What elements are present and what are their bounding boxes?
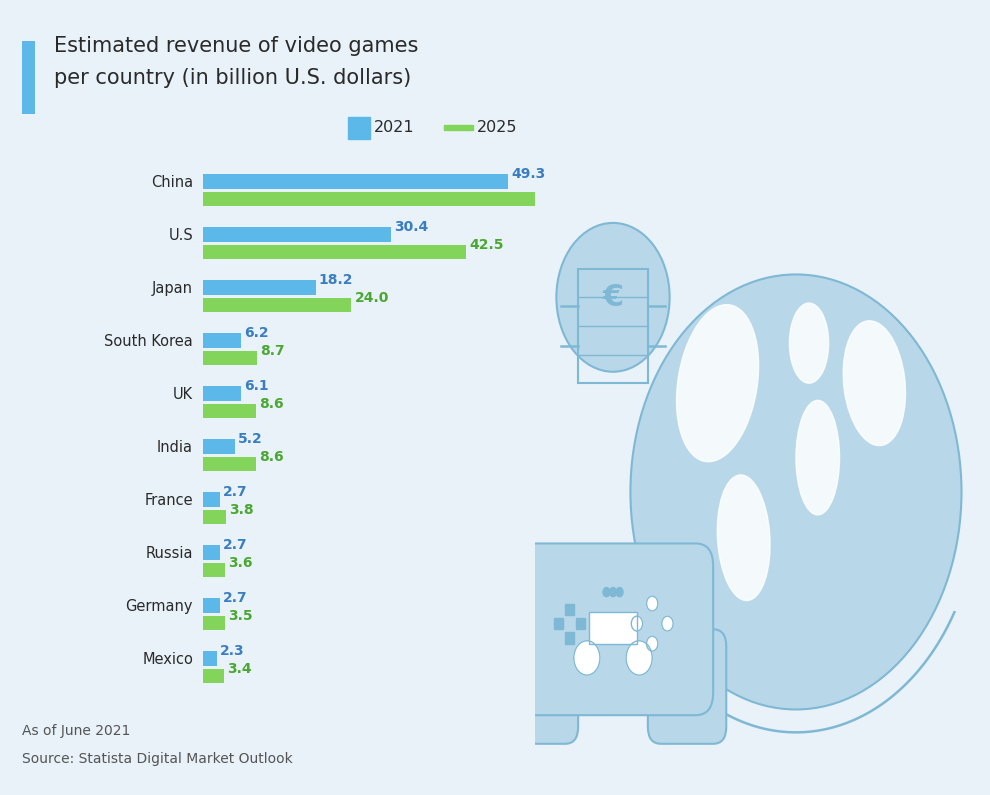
Text: 8.6: 8.6 (259, 450, 284, 463)
Text: 3.5: 3.5 (228, 609, 252, 622)
Text: 3.8: 3.8 (230, 502, 254, 517)
Bar (203, 439, 236, 454)
Text: 2.3: 2.3 (220, 644, 245, 658)
Text: 2021: 2021 (374, 121, 415, 135)
Text: 2.7: 2.7 (223, 485, 248, 499)
Text: Japan: Japan (152, 281, 193, 297)
Text: UK: UK (173, 387, 193, 402)
Bar (203, 333, 242, 348)
Bar (203, 492, 220, 507)
Bar (203, 404, 256, 418)
Ellipse shape (718, 475, 770, 600)
Bar (589, 612, 637, 644)
Text: France: France (145, 494, 193, 508)
FancyBboxPatch shape (513, 544, 713, 716)
Circle shape (646, 636, 658, 651)
Circle shape (603, 588, 610, 597)
Text: Germany: Germany (126, 599, 193, 615)
Text: 6.1: 6.1 (244, 379, 268, 393)
Circle shape (556, 223, 669, 372)
Text: 2025: 2025 (477, 121, 518, 135)
Bar (576, 618, 585, 630)
Text: 8.7: 8.7 (259, 343, 284, 358)
Text: South Korea: South Korea (104, 335, 193, 349)
Text: 30.4: 30.4 (394, 220, 429, 234)
Text: 8.6: 8.6 (259, 397, 284, 410)
Text: U.S: U.S (168, 228, 193, 243)
Ellipse shape (843, 321, 906, 445)
FancyBboxPatch shape (647, 630, 727, 744)
Bar (565, 603, 574, 615)
Bar (203, 174, 508, 189)
Text: India: India (157, 440, 193, 456)
Bar (203, 351, 256, 366)
Text: 24.0: 24.0 (354, 291, 389, 304)
Circle shape (646, 596, 658, 611)
Bar (203, 456, 256, 471)
Circle shape (661, 616, 673, 631)
Text: 49.3: 49.3 (511, 167, 545, 181)
Bar (444, 125, 473, 130)
Circle shape (631, 274, 961, 709)
Circle shape (574, 641, 600, 675)
Bar (203, 297, 351, 312)
Text: China: China (150, 176, 193, 190)
Bar (203, 615, 225, 630)
Bar (203, 192, 644, 207)
Text: Source: Statista Digital Market Outlook: Source: Statista Digital Market Outlook (22, 752, 292, 766)
FancyBboxPatch shape (500, 630, 578, 744)
Text: per country (in billion U.S. dollars): per country (in billion U.S. dollars) (54, 68, 412, 87)
Text: Estimated revenue of video games: Estimated revenue of video games (54, 36, 419, 56)
Bar (203, 669, 224, 684)
Circle shape (626, 641, 652, 675)
Circle shape (616, 588, 623, 597)
Bar (203, 386, 241, 401)
Text: 3.6: 3.6 (229, 556, 252, 569)
Bar (203, 280, 316, 295)
Text: 2.7: 2.7 (223, 538, 248, 552)
Circle shape (632, 616, 643, 631)
Bar (203, 245, 466, 259)
Text: Russia: Russia (146, 546, 193, 561)
Text: €: € (603, 283, 624, 312)
Bar (203, 510, 227, 525)
Bar (203, 598, 220, 613)
Text: 18.2: 18.2 (319, 273, 353, 287)
Ellipse shape (789, 303, 829, 383)
Circle shape (610, 588, 617, 597)
Bar (203, 227, 391, 242)
Bar (203, 651, 217, 666)
Text: 3.4: 3.4 (227, 661, 251, 676)
Bar (578, 269, 647, 383)
Bar (348, 118, 370, 138)
Text: As of June 2021: As of June 2021 (22, 724, 130, 739)
Text: 6.2: 6.2 (245, 326, 269, 340)
Text: 2.7: 2.7 (223, 591, 248, 605)
Text: 71.2: 71.2 (646, 184, 681, 199)
Bar (554, 618, 563, 630)
Text: 5.2: 5.2 (239, 432, 263, 446)
Text: 42.5: 42.5 (469, 238, 504, 251)
Bar (565, 632, 574, 644)
Bar (203, 545, 220, 560)
Ellipse shape (676, 304, 758, 462)
Bar (203, 563, 226, 577)
Text: Mexico: Mexico (143, 653, 193, 667)
Ellipse shape (796, 401, 840, 515)
